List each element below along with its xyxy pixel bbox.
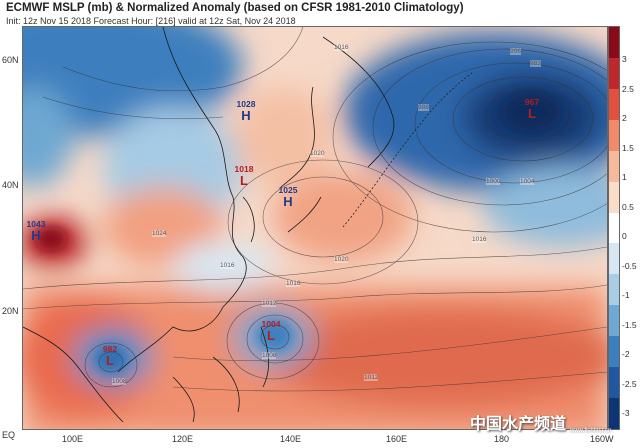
colorbar-segment [609,274,619,306]
colorbar-label: -0.5 [622,260,637,271]
lon-label-100e: 100E [62,434,84,444]
anomaly-colorbar [608,26,620,430]
isobar-label: 1016 [286,280,301,287]
lon-label-140e: 140E [280,434,302,444]
lat-label-eq: EQ [2,430,16,440]
watermark-logo: 中国水产频道 [470,416,567,433]
colorbar-segment [609,88,619,120]
colorbar-label: -1.5 [622,319,637,330]
isobar-label: 1008 [262,352,277,359]
lat-label-40n: 40N [2,180,19,190]
colorbar-segment [609,212,619,244]
isobars [23,27,607,392]
lon-label-160w: 160W [590,434,614,444]
colorbar-label: -2.5 [622,378,637,389]
colorbar-label: -1 [622,290,630,300]
watermark-url: www.fishfirst.cn [570,428,612,434]
colorbar-label: 2.5 [622,83,634,94]
map-subtitle: Init: 12z Nov 15 2018 Forecast Hour: [21… [6,16,296,26]
isobar-label: 1024 [152,230,167,237]
isobar-label: 1016 [472,236,487,243]
colorbar-label: 0 [622,231,627,241]
colorbar-segment [609,243,619,275]
anomaly-map [22,26,608,430]
isobar-label: 1000 [486,178,501,185]
isobar-label: 1004 [520,178,535,185]
isobar-label: 996 [510,48,521,55]
colorbar-segment [609,181,619,213]
isobar-label: 988 [418,104,429,111]
colorbar-label: 1 [622,172,627,182]
colorbar-segment [609,336,619,368]
colorbar-segment [609,27,619,58]
colorbar-label: 3 [622,54,627,64]
colorbar-label: 0.5 [622,201,634,212]
front-line [342,71,474,228]
map-canvas [23,27,607,429]
colorbar-label: -2 [622,349,630,359]
anomaly-cores [35,92,561,373]
colorbar-segment [609,398,619,429]
isobar-label: 1020 [310,150,325,157]
lon-label-120e: 120E [172,434,194,444]
colorbar-label: -3 [622,408,630,418]
colorbar-segment [609,305,619,337]
colorbar-label: 1.5 [622,142,634,153]
colorbar-segment [609,367,619,399]
isobar-label: 983 [530,60,541,67]
map-header: ECMWF MSLP (mb) & Normalized Anomaly (ba… [6,2,634,26]
colorbar-segment [609,150,619,182]
colorbar-segment [609,57,619,89]
coastlines [23,27,395,423]
isobar-label: 1016 [220,262,235,269]
isobar-label: 1016 [334,44,349,51]
isobar-label: 1012 [262,300,277,307]
colorbar-label: 2 [622,113,627,123]
lon-label-180: 180 [494,434,510,444]
map-title: ECMWF MSLP (mb) & Normalized Anomaly (ba… [6,2,464,14]
isobar-label: 1012 [364,374,379,381]
isobar-label: 1008 [112,378,127,385]
lon-label-160e: 160E [386,434,408,444]
lat-label-20n: 20N [2,306,19,316]
isobar-label: 1020 [334,256,349,263]
colorbar-segment [609,119,619,151]
lat-label-60n: 60N [2,55,19,65]
